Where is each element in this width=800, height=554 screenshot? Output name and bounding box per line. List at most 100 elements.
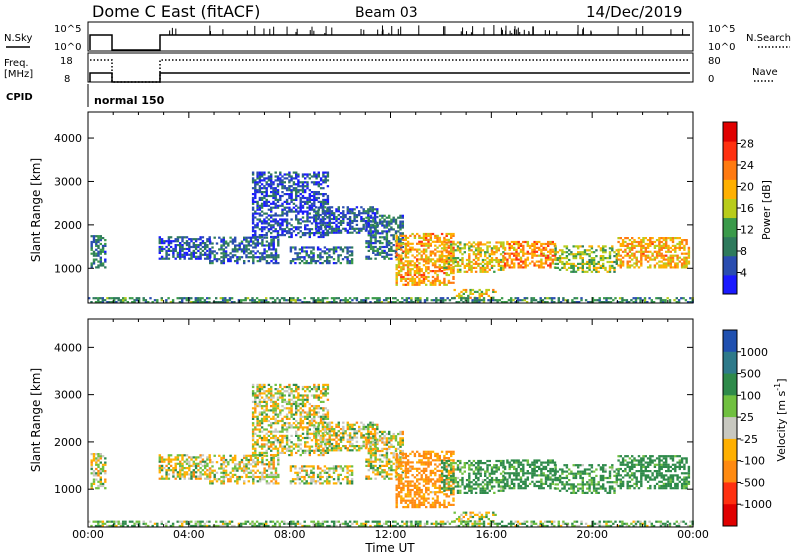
data-cell bbox=[599, 266, 603, 269]
data-cell bbox=[277, 473, 280, 476]
data-cell bbox=[607, 301, 610, 304]
data-cell bbox=[231, 248, 235, 251]
data-cell bbox=[330, 248, 333, 251]
data-cell bbox=[272, 396, 275, 399]
data-cell bbox=[561, 257, 564, 260]
data-cell bbox=[260, 392, 264, 395]
data-cell bbox=[281, 398, 284, 401]
data-cell bbox=[97, 235, 100, 238]
data-cell bbox=[402, 268, 405, 271]
data-cell bbox=[348, 297, 352, 300]
data-cell bbox=[425, 236, 428, 239]
data-cell bbox=[185, 454, 189, 457]
data-cell bbox=[234, 250, 237, 253]
data-cell bbox=[640, 250, 643, 253]
data-cell bbox=[260, 451, 264, 454]
data-cell bbox=[263, 445, 266, 448]
data-cell bbox=[295, 426, 298, 429]
data-cell bbox=[281, 214, 284, 217]
data-cell bbox=[330, 449, 334, 452]
data-cell bbox=[306, 434, 309, 437]
data-cell bbox=[443, 279, 446, 282]
data-cell bbox=[279, 443, 282, 446]
data-cell bbox=[256, 419, 259, 423]
data-cell bbox=[392, 220, 395, 223]
data-cell bbox=[224, 250, 228, 253]
data-cell bbox=[506, 252, 509, 255]
data-cell bbox=[95, 252, 98, 255]
data-cell bbox=[322, 234, 325, 237]
data-cell bbox=[631, 244, 634, 247]
data-cell bbox=[634, 301, 638, 304]
data-cell bbox=[319, 227, 322, 230]
data-cell bbox=[346, 212, 349, 215]
data-cell bbox=[252, 258, 255, 261]
data-cell bbox=[604, 268, 607, 271]
data-cell bbox=[337, 246, 340, 249]
data-cell bbox=[179, 247, 182, 251]
data-cell bbox=[296, 475, 299, 479]
data-cell bbox=[591, 299, 595, 302]
data-cell bbox=[447, 232, 451, 236]
data-cell bbox=[288, 171, 291, 174]
data-cell bbox=[306, 206, 309, 209]
data-cell bbox=[272, 441, 275, 444]
data-cell bbox=[165, 469, 168, 472]
data-cell bbox=[172, 253, 175, 256]
data-cell bbox=[179, 471, 182, 474]
data-cell bbox=[279, 222, 282, 225]
data-cell bbox=[194, 458, 198, 461]
data-cell bbox=[169, 460, 173, 463]
data-cell bbox=[348, 250, 352, 253]
data-cell bbox=[411, 242, 414, 245]
data-cell bbox=[267, 409, 271, 412]
data-cell bbox=[460, 297, 463, 300]
data-cell bbox=[272, 183, 275, 186]
data-cell bbox=[671, 239, 675, 242]
data-cell bbox=[472, 245, 476, 248]
nsky-label: N.Sky bbox=[4, 33, 32, 44]
data-cell bbox=[472, 266, 476, 269]
data-cell bbox=[317, 398, 320, 401]
data-cell bbox=[272, 240, 275, 243]
data-cell bbox=[288, 422, 291, 425]
data-cell bbox=[339, 248, 342, 251]
colorbar-tick-label: 4 bbox=[740, 267, 747, 280]
data-cell bbox=[646, 250, 650, 253]
data-cell bbox=[468, 260, 471, 264]
data-cell bbox=[427, 242, 430, 245]
data-cell bbox=[332, 250, 336, 253]
data-cell bbox=[339, 254, 342, 257]
data-cell bbox=[313, 424, 316, 427]
data-cell bbox=[274, 187, 277, 190]
data-cell bbox=[611, 266, 614, 269]
power-frame bbox=[87, 111, 694, 304]
data-cell bbox=[158, 238, 161, 241]
data-cell bbox=[401, 220, 404, 223]
data-cell bbox=[392, 249, 395, 252]
data-cell bbox=[160, 238, 164, 241]
data-cell bbox=[285, 443, 289, 446]
data-cell bbox=[478, 292, 481, 295]
data-cell bbox=[272, 230, 275, 233]
data-cell bbox=[254, 232, 257, 235]
data-cell bbox=[234, 458, 237, 462]
data-cell bbox=[306, 185, 309, 188]
data-cell bbox=[348, 301, 352, 304]
data-cell bbox=[206, 257, 209, 260]
data-cell bbox=[459, 264, 462, 267]
data-cell bbox=[355, 216, 359, 219]
data-cell bbox=[568, 266, 571, 269]
data-cell bbox=[310, 478, 313, 481]
data-cell bbox=[561, 253, 564, 256]
data-cell bbox=[323, 442, 327, 446]
data-cell bbox=[429, 258, 432, 261]
data-cell bbox=[317, 439, 320, 442]
data-cell bbox=[419, 297, 422, 300]
data-cell bbox=[653, 264, 657, 267]
data-cell bbox=[199, 471, 202, 474]
data-cell bbox=[101, 463, 105, 466]
data-cell bbox=[97, 240, 100, 244]
data-cell bbox=[604, 266, 607, 269]
data-cell bbox=[206, 464, 209, 467]
